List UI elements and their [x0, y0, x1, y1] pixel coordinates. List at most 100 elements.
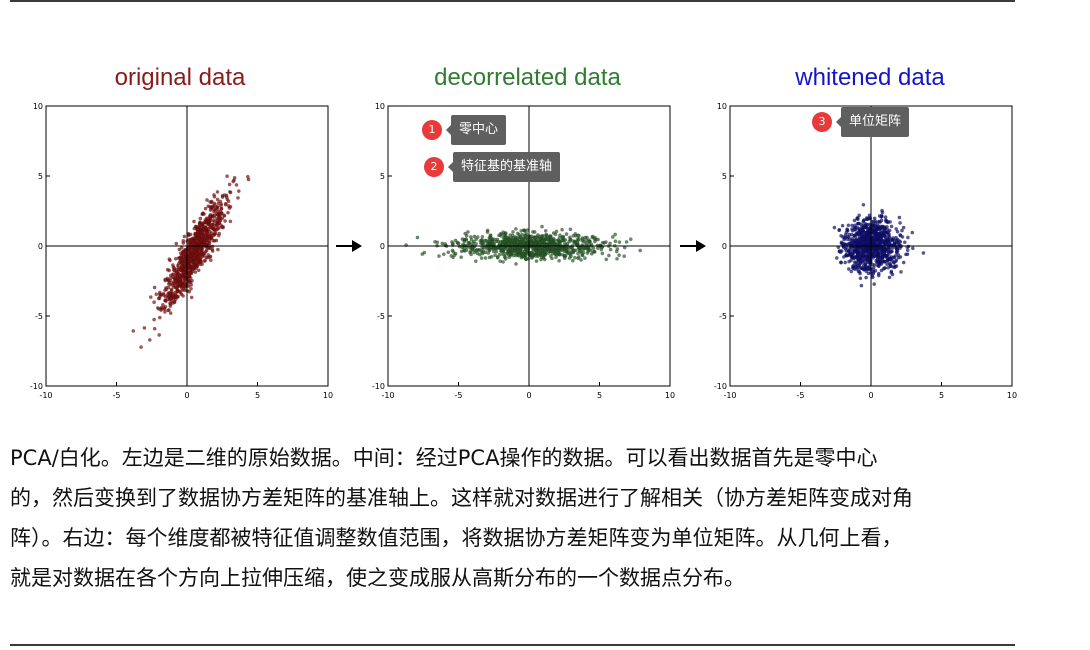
data-point — [894, 227, 899, 231]
data-point — [886, 238, 891, 243]
y-tick-label: 10 — [33, 102, 43, 111]
data-point — [208, 233, 213, 237]
data-point — [142, 326, 147, 330]
data-point — [157, 315, 162, 320]
data-point — [453, 238, 458, 243]
data-point — [179, 292, 184, 297]
data-point — [181, 271, 186, 275]
x-tick-label: -5 — [455, 391, 463, 400]
data-point — [549, 234, 553, 239]
data-point — [531, 253, 535, 257]
data-point — [553, 241, 558, 246]
data-point — [478, 239, 483, 243]
data-point — [523, 253, 528, 258]
data-point — [236, 196, 240, 200]
data-point — [587, 239, 592, 244]
data-point — [617, 253, 621, 258]
data-point — [497, 252, 502, 257]
data-point — [872, 229, 877, 234]
data-point — [234, 183, 239, 187]
data-point — [557, 258, 561, 263]
data-point — [148, 295, 153, 299]
data-point — [587, 247, 592, 252]
data-point — [564, 232, 569, 236]
data-point — [460, 237, 465, 241]
data-point — [466, 230, 470, 234]
data-point — [613, 232, 618, 237]
data-point — [176, 289, 180, 293]
data-point — [532, 230, 537, 234]
data-point — [889, 269, 894, 274]
data-point — [560, 246, 564, 251]
data-point — [572, 241, 577, 246]
data-point — [489, 236, 493, 240]
data-point — [864, 222, 869, 227]
data-point — [876, 250, 881, 255]
data-point — [846, 267, 851, 271]
data-point — [546, 251, 551, 255]
data-point — [194, 224, 199, 229]
data-point — [462, 249, 467, 253]
data-point — [512, 249, 517, 253]
data-point — [491, 249, 496, 254]
data-point — [863, 248, 868, 253]
data-point — [193, 270, 198, 274]
data-point — [555, 238, 560, 243]
data-point — [894, 235, 898, 240]
x-tick-label: 0 — [868, 391, 873, 400]
x-tick-label: -5 — [113, 391, 121, 400]
data-point — [437, 254, 441, 258]
data-point — [883, 241, 888, 246]
data-point — [902, 240, 907, 245]
data-point — [607, 253, 611, 258]
data-point — [580, 237, 585, 242]
data-point — [886, 265, 891, 270]
data-point — [570, 246, 575, 251]
data-point — [452, 253, 457, 257]
data-point — [856, 269, 861, 274]
data-point — [204, 249, 208, 254]
data-point — [174, 241, 179, 246]
data-point — [871, 271, 876, 276]
data-point — [208, 258, 213, 263]
data-point — [840, 223, 845, 228]
data-point — [182, 234, 187, 239]
data-point — [600, 240, 605, 245]
y-tick-label: -5 — [377, 312, 385, 321]
data-point — [898, 233, 903, 238]
data-point — [215, 211, 219, 216]
x-tick-label: -10 — [381, 391, 394, 400]
data-point — [204, 231, 209, 235]
data-point — [503, 251, 508, 256]
data-point — [152, 300, 156, 305]
data-point — [192, 253, 197, 257]
data-point — [853, 228, 857, 232]
data-point — [856, 249, 860, 253]
arrow-right-icon — [680, 240, 706, 252]
data-point — [227, 182, 232, 187]
data-point — [203, 258, 207, 263]
data-point — [576, 251, 580, 256]
data-point — [876, 231, 881, 236]
data-point — [474, 237, 478, 242]
data-point — [154, 292, 159, 297]
data-point — [211, 238, 216, 243]
data-point — [435, 240, 440, 245]
data-point — [841, 255, 846, 259]
data-point — [638, 248, 643, 253]
data-point — [223, 219, 227, 223]
data-point — [852, 240, 856, 245]
data-point — [859, 237, 864, 242]
data-point — [171, 272, 175, 277]
data-point — [617, 240, 622, 244]
data-point — [624, 240, 629, 244]
data-point — [608, 241, 612, 246]
data-point — [515, 238, 520, 243]
data-point — [212, 209, 216, 214]
annotation-tag-zero-center: 零中心 — [445, 115, 507, 145]
data-point — [614, 249, 619, 254]
data-point — [511, 230, 515, 234]
data-point — [844, 230, 849, 235]
data-point — [859, 283, 864, 288]
y-tick-label: 5 — [722, 172, 727, 181]
